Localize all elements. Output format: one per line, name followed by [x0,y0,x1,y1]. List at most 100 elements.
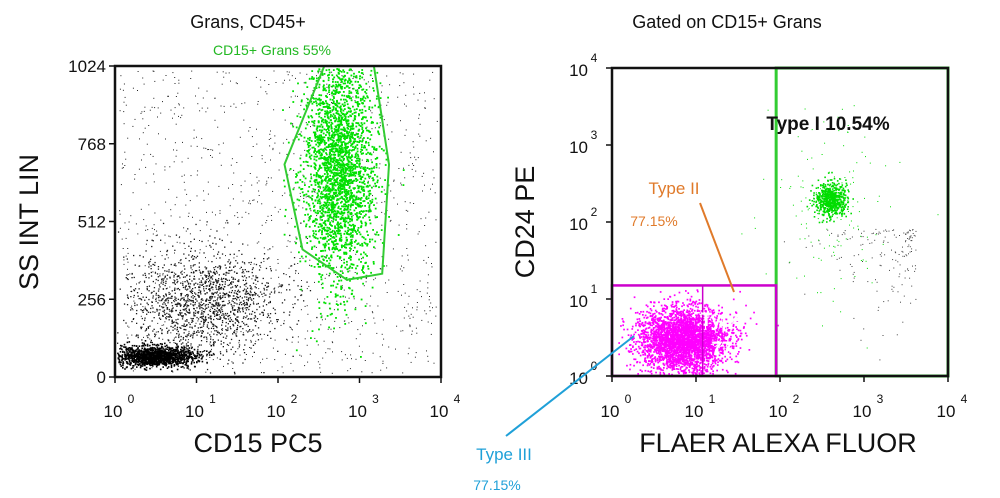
event-point [196,307,198,309]
event-point [154,272,157,274]
event-point [248,213,250,215]
event-point [386,124,388,126]
event-point [326,199,329,202]
event-point [223,273,225,275]
event-point [237,316,239,318]
event-point [155,300,157,302]
event-point [153,351,156,354]
event-point [174,252,175,254]
event-point [219,304,221,306]
event-point [156,358,158,361]
event-point [236,320,239,322]
event-point [203,286,205,288]
event-point [177,356,179,358]
event-point [189,353,191,356]
event-point [325,207,328,209]
event-point [348,286,350,289]
event-point [344,323,347,325]
event-point [343,208,346,210]
event-point [328,134,331,137]
event-point [124,96,126,98]
event-point [310,154,313,157]
event-point [238,339,240,342]
event-point [383,119,385,121]
event-point [348,155,350,158]
event-point [236,162,238,163]
event-point [320,94,323,97]
event-point [269,313,272,315]
event-point [192,216,193,218]
event-point [258,180,260,182]
event-point [210,283,212,285]
event-point [349,82,351,85]
event-point [175,321,177,324]
event-point [174,303,177,306]
event-point [323,141,326,144]
event-point [240,266,242,268]
event-point [249,173,251,174]
event-point [151,320,153,322]
event-point [125,237,127,239]
event-point [190,343,192,345]
event-point [258,241,260,243]
event-point [349,170,352,172]
event-point [160,282,162,284]
event-point [211,296,214,298]
event-point [188,357,190,359]
event-point [190,356,193,358]
event-point [161,324,163,326]
event-point [196,145,198,147]
event-point [138,352,140,355]
event-point [165,282,167,284]
event-point [375,166,378,169]
event-point [335,118,338,120]
event-point [223,76,225,78]
event-point [364,360,366,361]
event-point [300,195,302,197]
event-point [120,361,122,364]
event-point [399,268,401,270]
event-point [186,299,188,302]
event-point [227,294,229,296]
event-point [338,279,340,282]
event-point [191,319,193,322]
event-point [339,222,342,225]
event-point [430,137,432,139]
event-point [158,133,159,135]
event-point [177,365,180,367]
event-point [371,201,374,203]
event-point [166,254,168,256]
event-point [224,293,226,295]
event-point [214,308,216,311]
event-point [174,301,176,303]
event-point [187,352,189,354]
event-point [182,357,184,359]
event-point [170,357,172,360]
event-point [174,298,176,300]
event-point [187,360,189,363]
event-point [125,366,128,369]
event-point [320,284,322,286]
event-point [180,327,182,329]
event-point [213,267,215,269]
event-point [269,293,271,295]
event-point [341,272,344,274]
event-point [245,211,247,213]
event-point [176,344,178,346]
event-point [339,132,342,135]
event-point [199,240,200,241]
event-point [150,265,152,267]
event-point [232,298,234,300]
event-point [229,317,232,319]
event-point [346,357,348,359]
event-point [236,316,238,318]
event-point [119,344,122,347]
event-point [211,348,212,350]
event-point [327,218,330,220]
event-point [370,271,372,274]
event-point [321,120,323,123]
event-point [186,365,188,367]
event-point [312,124,314,126]
event-point [184,325,186,327]
event-point [121,359,123,362]
